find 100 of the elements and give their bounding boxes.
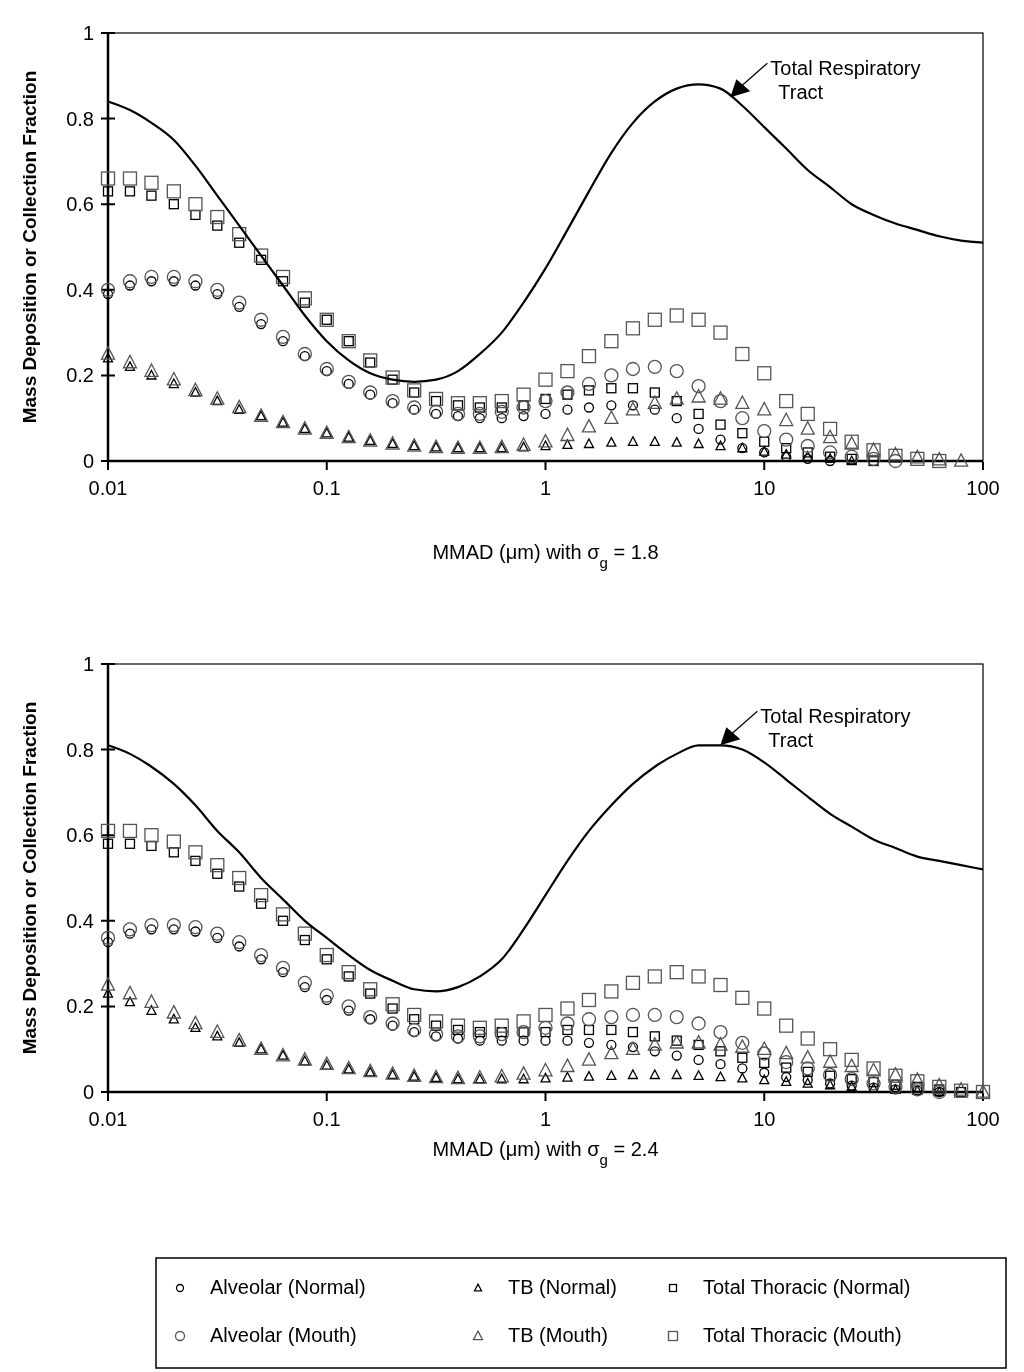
point	[693, 1070, 704, 1080]
point	[779, 412, 794, 427]
point	[341, 965, 356, 980]
point	[321, 994, 332, 1006]
point	[560, 427, 575, 442]
point	[430, 1020, 442, 1031]
point	[627, 400, 639, 411]
point	[781, 1062, 792, 1073]
point	[232, 935, 247, 950]
point	[363, 385, 378, 400]
point	[627, 1026, 639, 1038]
point	[822, 429, 838, 444]
point	[100, 346, 116, 360]
point	[540, 1026, 551, 1038]
point	[562, 1071, 573, 1082]
point	[715, 440, 726, 451]
point	[606, 437, 617, 447]
point	[452, 1024, 464, 1036]
point	[627, 1069, 639, 1080]
point	[647, 395, 662, 410]
point	[102, 838, 114, 849]
point	[715, 419, 726, 430]
point	[299, 350, 310, 362]
point	[713, 325, 728, 340]
point	[625, 321, 641, 336]
point	[606, 383, 617, 394]
point	[581, 1052, 597, 1066]
point	[759, 1067, 770, 1078]
point	[190, 926, 201, 937]
x-tick-label: 0.1	[312, 477, 341, 499]
point	[297, 291, 312, 306]
point	[606, 1024, 617, 1036]
point	[581, 348, 597, 364]
point	[647, 1037, 662, 1051]
point	[540, 408, 551, 420]
point	[407, 1007, 422, 1023]
point	[188, 197, 203, 212]
point	[671, 395, 682, 407]
y-tick-label: 0.4	[66, 278, 94, 301]
point	[693, 408, 704, 420]
point	[737, 1052, 748, 1063]
point	[604, 410, 619, 425]
point	[188, 274, 203, 289]
point	[496, 402, 507, 413]
point	[297, 926, 312, 941]
point	[647, 969, 662, 984]
legend-label: Alveolar (Mouth)	[210, 1324, 357, 1346]
point	[496, 1026, 507, 1038]
point	[669, 1009, 684, 1025]
point	[757, 366, 772, 381]
point	[387, 1003, 398, 1014]
point	[275, 269, 291, 285]
point	[604, 368, 619, 383]
point	[735, 346, 750, 362]
point	[625, 401, 641, 416]
point	[822, 421, 838, 437]
point	[363, 982, 378, 997]
point	[800, 438, 815, 454]
point	[122, 985, 138, 1000]
point	[343, 1005, 354, 1016]
point	[562, 404, 573, 415]
point	[691, 389, 706, 403]
point	[255, 954, 267, 965]
point	[100, 977, 116, 991]
point	[122, 354, 138, 369]
point	[232, 295, 247, 310]
point	[407, 1022, 422, 1038]
point	[779, 1018, 794, 1033]
point	[759, 1074, 770, 1085]
point	[759, 1057, 770, 1069]
point	[190, 280, 201, 291]
point	[800, 1031, 815, 1046]
point	[583, 1024, 595, 1036]
point	[212, 220, 223, 231]
point	[693, 423, 704, 435]
point	[540, 440, 551, 451]
point	[759, 436, 770, 447]
point	[472, 1029, 487, 1044]
point	[715, 1046, 726, 1057]
point	[538, 1007, 553, 1023]
point	[737, 1072, 748, 1083]
point	[277, 915, 289, 926]
point	[234, 237, 245, 248]
point	[146, 924, 157, 935]
point	[562, 389, 573, 400]
point	[474, 402, 485, 413]
y-tick-label: 0.6	[66, 824, 94, 847]
x-tick-label: 1	[539, 1108, 552, 1130]
point	[210, 209, 225, 225]
point	[781, 1076, 792, 1086]
point	[779, 1045, 794, 1060]
point	[297, 975, 312, 991]
point	[625, 975, 641, 991]
y-tick-label: 1	[82, 22, 94, 44]
point	[715, 1071, 726, 1082]
y-tick-label: 0.8	[66, 107, 94, 130]
point	[212, 868, 223, 879]
point	[146, 190, 157, 201]
point	[450, 1029, 466, 1044]
point	[540, 393, 551, 405]
